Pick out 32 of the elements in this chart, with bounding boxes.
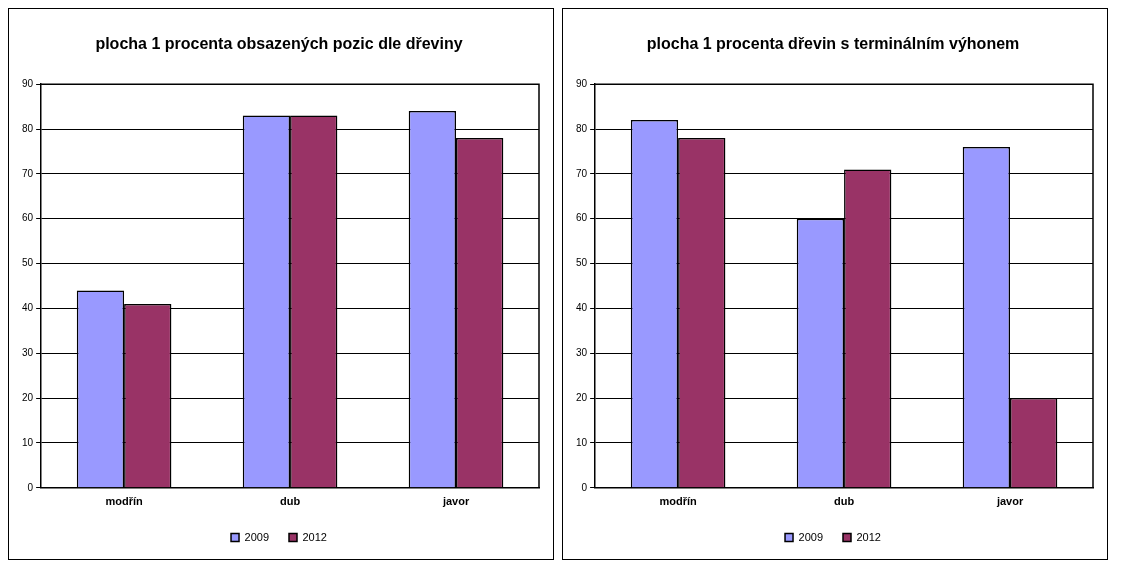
legend-label: 2009: [244, 530, 270, 543]
y-tick-label: 10: [22, 436, 34, 448]
x-tick-label: javor: [995, 495, 1024, 508]
y-tick-label: 60: [576, 212, 588, 224]
x-tick-label: dub: [833, 495, 855, 508]
y-tick-label: 0: [581, 481, 588, 493]
legend-label: 2009: [798, 530, 824, 543]
y-tick-label: 30: [22, 347, 34, 359]
y-tick-label: 0: [27, 481, 34, 493]
y-tick-label: 20: [576, 391, 588, 403]
x-tick-label: javor: [441, 495, 470, 508]
y-tick-label: 60: [22, 212, 34, 224]
y-tick-label: 80: [576, 122, 588, 134]
y-tick-label: 10: [576, 436, 588, 448]
y-tick-label: 50: [576, 257, 588, 269]
chart-title: plocha 1 procenta obsazených pozic dle dřeviny: [95, 35, 463, 53]
y-tick-label: 40: [576, 302, 588, 314]
y-tick-label: 20: [22, 391, 34, 403]
legend-label: 2012: [302, 530, 327, 543]
x-tick-label: dub: [279, 495, 301, 508]
y-tick-label: 80: [22, 122, 34, 134]
legend-label: 2012: [856, 530, 881, 543]
y-tick-label: 90: [22, 77, 34, 89]
y-tick-label: 70: [576, 167, 588, 179]
y-tick-label: 40: [22, 302, 34, 314]
x-tick-label: modřín: [105, 495, 144, 508]
y-tick-label: 90: [576, 77, 588, 89]
chart-title: plocha 1 procenta dřevin s terminálním výhonem: [646, 35, 1020, 53]
x-tick-label: modřín: [659, 495, 698, 508]
y-tick-label: 50: [22, 257, 34, 269]
y-tick-label: 30: [576, 347, 588, 359]
y-tick-label: 70: [22, 167, 34, 179]
